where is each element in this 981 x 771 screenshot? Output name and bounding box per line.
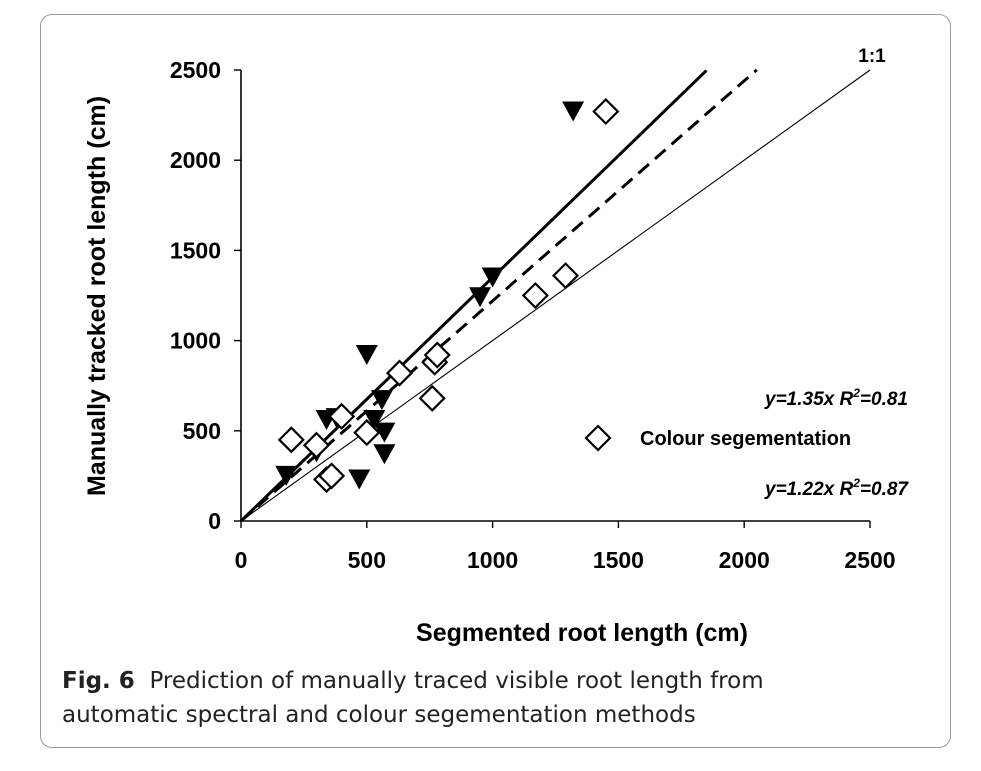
x-tick-label: 2000	[719, 547, 770, 573]
figure-caption: Fig. 6 Prediction of manually traced vis…	[62, 664, 862, 732]
diamond-point	[277, 426, 305, 454]
diamond-point	[423, 341, 451, 369]
diamond-point	[592, 97, 620, 126]
dashed-line-equation: y=1.22x R2=0.87	[764, 476, 909, 500]
axes	[234, 69, 871, 528]
diamond-point	[353, 419, 381, 447]
caption-text: Prediction of manually traced visible ro…	[62, 668, 764, 728]
y-tick-label: 2500	[170, 57, 221, 83]
y-tick-label: 500	[183, 418, 221, 444]
x-tick-label: 1500	[593, 547, 644, 573]
x-tick-label: 1000	[467, 547, 518, 573]
thin-fit-line	[240, 69, 871, 522]
diamond-point	[328, 402, 356, 430]
triangle-point	[370, 390, 393, 411]
triangle-point	[348, 469, 371, 490]
diamond-point	[418, 384, 446, 412]
triangle-point	[275, 465, 298, 486]
identity-line-label: 1:1	[858, 46, 886, 67]
triangle-point	[562, 101, 585, 122]
legend-diamond-icon	[584, 424, 612, 452]
triangle-point	[469, 287, 492, 308]
diamond-point	[521, 281, 549, 310]
x-tick-label: 0	[235, 547, 248, 573]
figure-label: Fig. 6	[62, 668, 135, 694]
diamond-point	[302, 431, 331, 459]
triangle-point	[373, 444, 396, 465]
y-tick-label: 1500	[170, 237, 221, 263]
figure-frame	[40, 14, 951, 748]
triangle-point	[481, 267, 504, 288]
diamond-point	[385, 359, 414, 387]
data-points	[275, 97, 620, 494]
triangle-point	[373, 422, 396, 443]
x-axis-title: Segmented root length (cm)	[416, 619, 748, 647]
chart-text: 0 500 1000 1500 2000 2500 0 500 1000 1500 2000 2500…	[83, 46, 909, 647]
x-tick-label: 2500	[844, 547, 895, 573]
diamond-point	[318, 462, 346, 490]
y-tick-label: 0	[208, 508, 221, 534]
legend-label: Colour segementation	[640, 428, 851, 450]
x-tick-label: 500	[348, 547, 386, 573]
regression-lines	[239, 68, 871, 523]
solid-line-equation: y=1.35x R2=0.81	[764, 386, 908, 410]
diamond-point	[552, 262, 580, 290]
y-tick-label: 1000	[170, 328, 221, 354]
y-tick-label: 2000	[170, 147, 221, 173]
y-axis-title: Manually tracked root length (cm)	[83, 96, 111, 496]
triangle-point	[363, 409, 386, 430]
triangle-point	[355, 345, 378, 366]
